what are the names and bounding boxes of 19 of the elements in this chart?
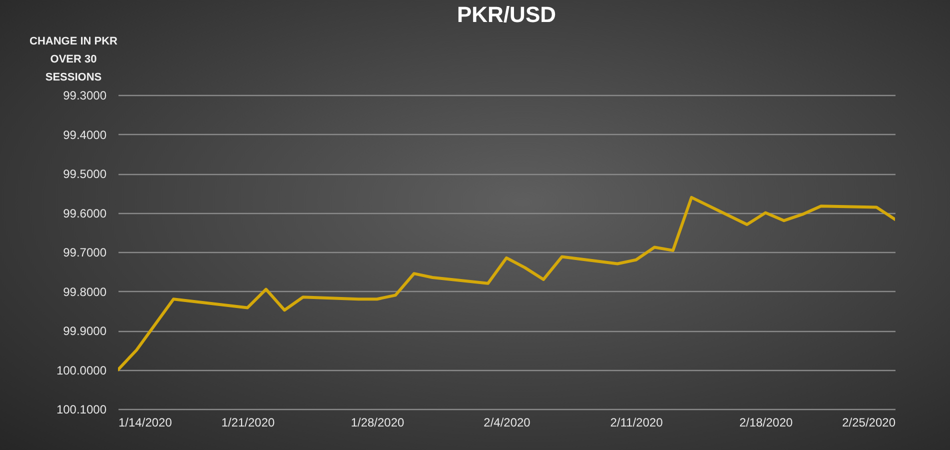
y-axis-title: CHANGE IN PKR OVER 30 SESSIONS (29, 36, 118, 84)
y-tick-label: 99.8000 (63, 284, 107, 299)
x-tick-label: 1/21/2020 (221, 416, 276, 430)
x-tick-label: 2/11/2020 (610, 416, 664, 430)
line-series (118, 196, 895, 372)
y-tick-label: 99.7000 (63, 246, 107, 260)
x-tick-label: 1/28/2020 (350, 416, 405, 430)
y-tick-label: 99.3000 (63, 88, 107, 102)
x-tick-label: 2/4/2020 (484, 416, 531, 430)
y-tick-label: 99.5000 (63, 167, 107, 181)
y-tick-label: 99.4000 (63, 128, 107, 142)
y-tick-label: 100.0000 (56, 363, 107, 378)
y-tick-label: 99.9000 (63, 324, 107, 338)
y-tick-label: 99.6000 (63, 206, 107, 220)
x-tick-label: 2/25/2020 (842, 416, 896, 430)
x-tick-label: 2/18/2020 (739, 416, 794, 430)
chart-title: PKR/USD (456, 2, 556, 27)
x-tick-label: 1/14/2020 (118, 416, 172, 430)
y-tick-label: 100.1000 (56, 402, 107, 416)
